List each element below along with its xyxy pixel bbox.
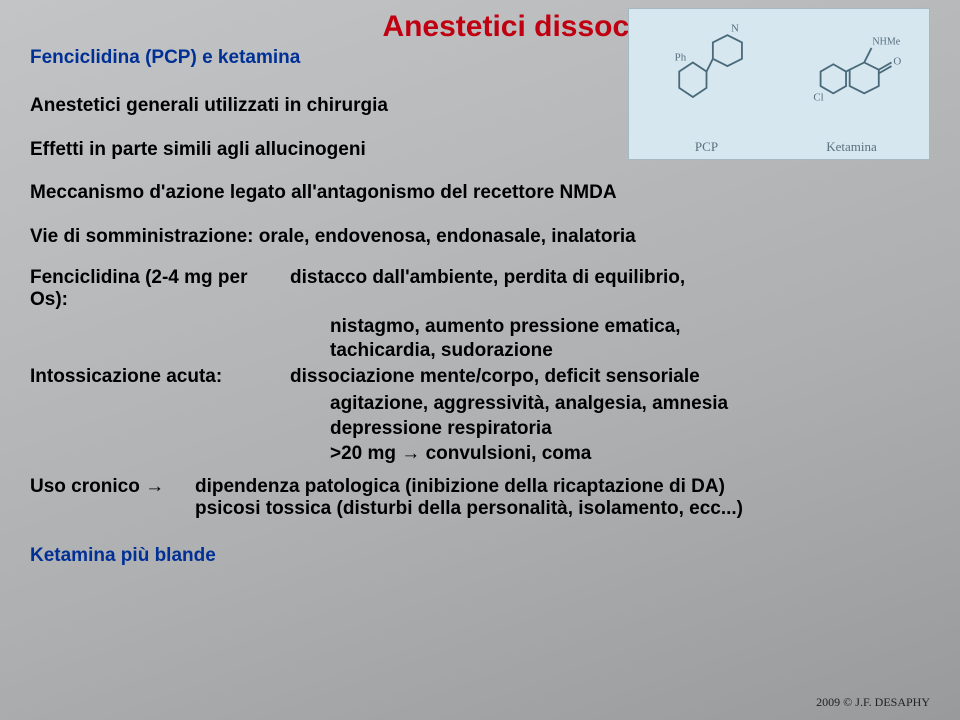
line-administration: Vie di somministrazione: orale, endoveno… — [30, 225, 930, 249]
ket-cl-label: Cl — [813, 92, 823, 104]
arrow-icon: → — [401, 443, 420, 464]
ket-o-label: O — [893, 55, 901, 67]
fenciclidina-desc2: nistagmo, aumento pressione ematica, — [30, 315, 930, 340]
uso-cronico-text: Uso cronico — [30, 476, 145, 497]
intox-desc1: dissociazione mente/corpo, deficit senso… — [290, 366, 930, 388]
pcp-label: PCP — [695, 139, 718, 155]
chemical-diagram-box: Ph N PCP — [628, 8, 930, 160]
uso-cronico-label: Uso cronico → — [30, 476, 195, 520]
intox-label: Intossicazione acuta: — [30, 366, 260, 388]
molecule-ketamine: NHMe O Cl Ketamina — [784, 17, 919, 155]
intox-desc3: depressione respiratoria — [30, 417, 930, 442]
ketamine-label: Ketamina — [826, 139, 877, 155]
line-mechanism: Meccanismo d'azione legato all'antagonis… — [30, 181, 930, 205]
intox-desc4: >20 mg → convulsioni, coma — [30, 442, 930, 467]
intox-desc4-post: convulsioni, coma — [420, 443, 591, 464]
uso-desc-col: dipendenza patologica (inibizione della … — [195, 476, 930, 520]
ketamine-structure-icon: NHMe O Cl — [784, 17, 919, 117]
fenciclidina-desc1: distacco dall'ambiente, perdita di equil… — [290, 267, 930, 311]
fenciclidina-label: Fenciclidina (2-4 mg per Os): — [30, 267, 290, 311]
fenciclidina-row: Fenciclidina (2-4 mg per Os): distacco d… — [30, 267, 930, 311]
footer-copyright: 2009 © J.F. DESAPHY — [816, 695, 930, 710]
uso-desc2: psicosi tossica (disturbi della personal… — [195, 498, 930, 520]
ket-nhme-label: NHMe — [872, 36, 900, 47]
chem-inner: Ph N PCP — [629, 9, 929, 159]
molecule-pcp: Ph N PCP — [639, 17, 774, 155]
uso-cronico-row: Uso cronico → dipendenza patologica (ini… — [30, 476, 930, 520]
pcp-ph-label: Ph — [675, 52, 687, 64]
slide-container: Ph N PCP — [0, 0, 960, 720]
intox-desc4-pre: >20 mg — [330, 443, 401, 464]
fenciclidina-desc3: tachicardia, sudorazione — [30, 339, 930, 364]
pcp-n-label: N — [731, 23, 739, 35]
intox-row: Intossicazione acuta: dissociazione ment… — [30, 366, 930, 388]
arrow-icon-2: → — [145, 476, 164, 497]
pcp-structure-icon: Ph N — [639, 17, 774, 117]
intox-desc2: agitazione, aggressività, analgesia, amn… — [30, 392, 930, 417]
ketamina-line: Ketamina più blande — [30, 544, 930, 568]
uso-desc1: dipendenza patologica (inibizione della … — [195, 476, 930, 498]
